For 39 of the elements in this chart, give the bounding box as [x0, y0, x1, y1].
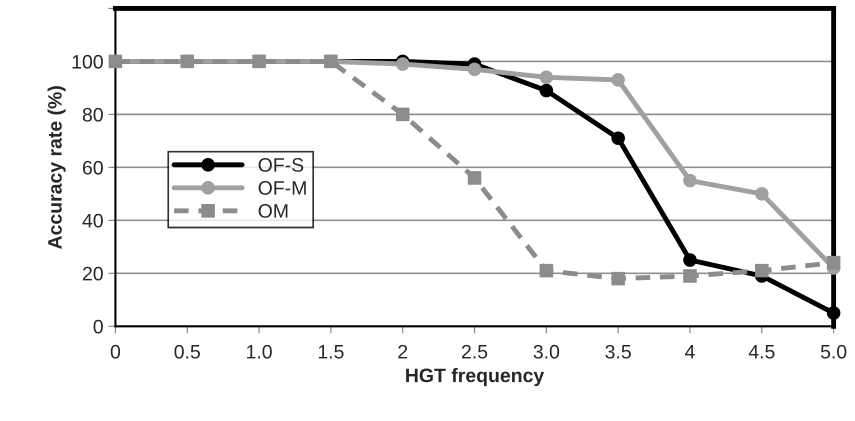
x-tick-label: 0 — [110, 344, 120, 359]
x-tick-label: 1.0 — [247, 344, 272, 359]
point — [826, 256, 840, 270]
point — [540, 84, 554, 98]
point — [755, 264, 769, 278]
legend-label: OF-S — [258, 158, 304, 172]
point — [396, 57, 410, 71]
y-tick-label: 0 — [94, 320, 103, 334]
y-tick-label: 20 — [82, 266, 103, 281]
x-axis-title: HGT frequency — [406, 368, 544, 386]
y-tick-label: 60 — [82, 160, 103, 175]
point — [468, 171, 482, 185]
x-tick-label: 2 — [398, 344, 408, 358]
point — [540, 70, 554, 84]
legend-label: OF-M — [258, 181, 306, 195]
x-tick-label: 4 — [685, 345, 695, 358]
point — [683, 269, 697, 283]
point — [826, 306, 840, 320]
point — [540, 264, 554, 278]
x-tick-label: 0.5 — [174, 344, 200, 359]
x-tick-label: 5.0 — [820, 344, 846, 359]
legend-label: OM — [258, 204, 288, 218]
y-tick-label: 100 — [72, 54, 103, 69]
point — [396, 108, 410, 122]
x-tick-label: 2.5 — [462, 344, 488, 359]
x-tick-label: 4.5 — [748, 345, 775, 359]
point — [683, 253, 697, 267]
point — [611, 131, 625, 145]
x-tick-label: 3.5 — [605, 344, 631, 359]
point — [611, 73, 625, 87]
point — [755, 187, 769, 201]
y-tick-label: 40 — [82, 214, 103, 228]
y-tick-label: 80 — [82, 108, 103, 122]
point — [611, 272, 625, 286]
y-axis-title: Accuracy rate (%) — [48, 86, 66, 249]
point — [468, 62, 482, 76]
point — [683, 174, 697, 188]
x-tick-label: 1.5 — [318, 345, 344, 359]
x-tick-label: 3.0 — [534, 344, 560, 359]
